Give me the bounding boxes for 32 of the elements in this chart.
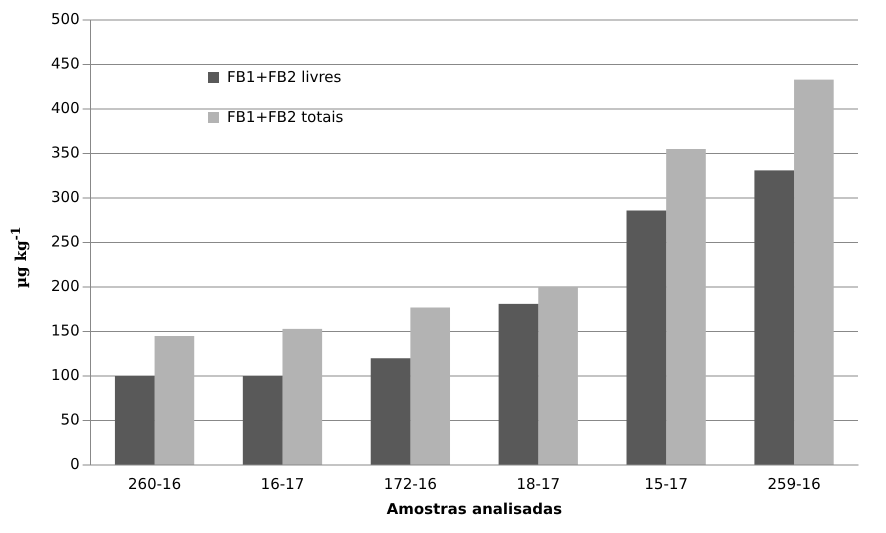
x-axis-title: Amostras analisadas xyxy=(386,500,562,518)
y-tick-label: 300 xyxy=(50,188,80,206)
legend-label: FB1+FB2 livres xyxy=(227,68,342,86)
y-tick-label: 100 xyxy=(50,366,80,384)
bar xyxy=(282,328,322,464)
y-tick-label: 400 xyxy=(50,98,80,117)
y-tick-label: 0 xyxy=(70,454,80,473)
bar xyxy=(538,287,578,464)
bar xyxy=(626,210,666,464)
y-tick-label: 500 xyxy=(50,10,80,28)
y-tick-label: 450 xyxy=(50,54,80,72)
bar xyxy=(370,358,410,464)
y-tick-label: 250 xyxy=(50,232,80,250)
x-tick-label: 16-17 xyxy=(260,474,304,493)
bar xyxy=(242,376,282,464)
x-tick-label: 172-16 xyxy=(384,474,437,493)
y-tick-label: 200 xyxy=(50,276,80,295)
x-tick-label: 260-16 xyxy=(128,474,182,493)
x-tick-label: 259-16 xyxy=(767,474,821,493)
bar xyxy=(666,149,706,464)
y-tick-label: 50 xyxy=(60,410,80,428)
y-tick-label: 350 xyxy=(50,143,80,162)
x-tick-label: 18-17 xyxy=(516,474,560,493)
legend-label: FB1+FB2 totais xyxy=(227,108,344,126)
bar xyxy=(794,80,834,464)
bar xyxy=(114,376,155,464)
bar xyxy=(410,307,450,464)
x-tick-label: 15-17 xyxy=(644,474,688,493)
bar xyxy=(754,170,794,464)
bar xyxy=(498,304,538,464)
y-tick-label: 150 xyxy=(50,321,80,340)
bar xyxy=(154,336,194,464)
